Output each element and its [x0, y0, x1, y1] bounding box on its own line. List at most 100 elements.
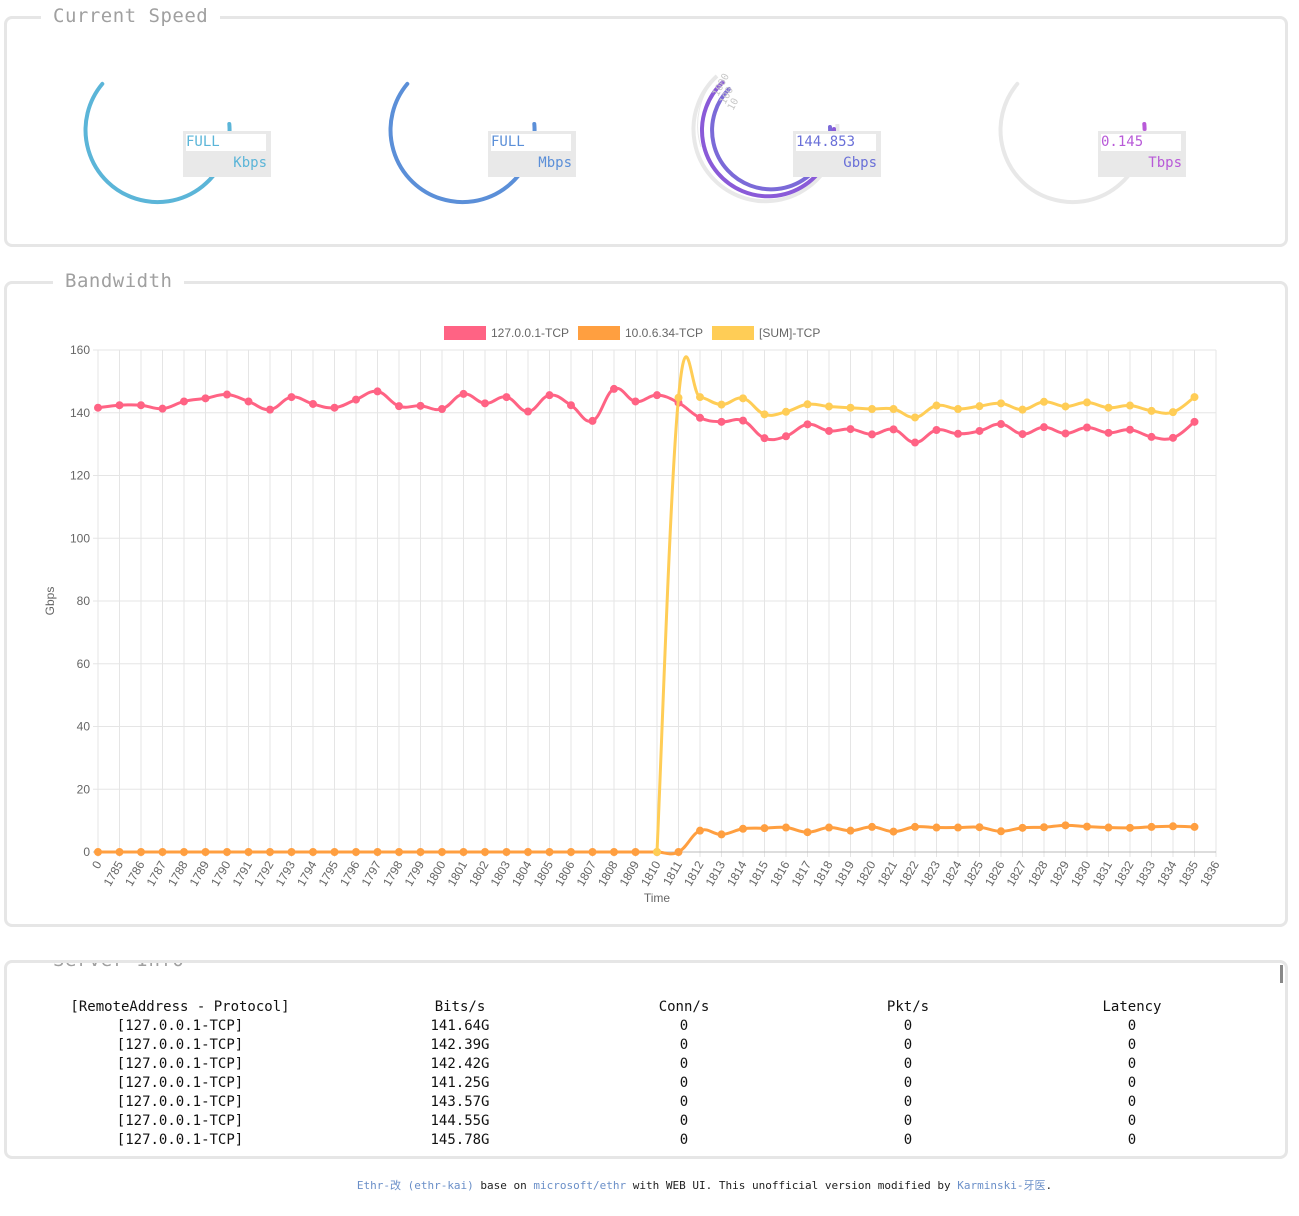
cell-bits: 142.39G — [430, 1037, 490, 1053]
y-tick-label: 60 — [77, 657, 91, 671]
data-point — [911, 413, 919, 422]
y-tick-label: 140 — [70, 406, 90, 420]
data-point — [481, 848, 489, 856]
data-point — [373, 848, 382, 856]
server-info-table: [RemoteAddress - Protocol] Bits/s Conn/s… — [7, 999, 1267, 1151]
x-tick-label: 1804 — [509, 858, 535, 888]
table-row: [127.0.0.1-TCP] 145.78G 0 0 0 — [7, 1132, 1267, 1151]
cell-conn: 0 — [679, 1056, 689, 1072]
karminski-link[interactable]: Karminski-牙医 — [957, 1179, 1046, 1192]
mbps-readout: FULL Mbps — [488, 131, 576, 177]
data-point — [1040, 423, 1048, 432]
table-row: [127.0.0.1-TCP] 142.42G 0 0 0 — [7, 1056, 1267, 1075]
x-tick-label: 1807 — [574, 858, 600, 888]
cell-latency: 0 — [1127, 1094, 1137, 1110]
table-row: [127.0.0.1-TCP] 141.25G 0 0 0 — [7, 1075, 1267, 1094]
data-point — [717, 400, 726, 409]
data-point — [997, 399, 1005, 408]
data-point — [1018, 430, 1027, 439]
data-point — [567, 848, 575, 856]
table-row: [127.0.0.1-TCP] 143.57G 0 0 0 — [7, 1094, 1267, 1113]
header-remote-address: [RemoteAddress - Protocol] — [70, 999, 290, 1015]
data-point — [803, 400, 812, 409]
gbps-value: 144.853 — [796, 134, 876, 151]
cell-conn: 0 — [679, 1075, 689, 1091]
data-point — [180, 848, 188, 856]
x-tick-label: 1791 — [230, 858, 256, 888]
x-tick-label: 1794 — [294, 858, 320, 888]
x-tick-label: 1832 — [1111, 858, 1137, 888]
data-point — [137, 401, 145, 410]
data-point — [674, 848, 683, 856]
data-point — [502, 848, 511, 856]
microsoft-ethr-link[interactable]: microsoft/ethr — [533, 1179, 627, 1192]
data-point — [954, 429, 962, 438]
cell-pkt: 0 — [903, 1037, 913, 1053]
ethr-kai-link[interactable]: Ethr-改 (ethr-kai) — [356, 1179, 474, 1192]
x-tick-label: 1792 — [251, 858, 277, 888]
data-point — [825, 426, 833, 435]
bandwidth-chart: 0204060801001201401600178517861787178817… — [43, 326, 1223, 905]
x-tick-label: 1799 — [402, 858, 428, 888]
data-point — [911, 438, 919, 447]
cell-remote-address: [127.0.0.1-TCP] — [116, 1075, 244, 1091]
x-axis-title: Time — [644, 891, 671, 905]
data-point — [1104, 403, 1113, 412]
data-point — [739, 416, 747, 425]
data-point — [889, 425, 898, 434]
cell-latency: 0 — [1127, 1018, 1137, 1034]
x-tick-label: 1825 — [961, 858, 987, 888]
y-tick-label: 0 — [83, 845, 90, 859]
data-point — [868, 822, 876, 831]
data-point — [760, 434, 769, 443]
y-tick-label: 160 — [70, 343, 90, 357]
data-point — [717, 830, 726, 839]
x-tick-label: 1823 — [918, 858, 944, 888]
x-tick-label: 1835 — [1176, 858, 1202, 888]
cell-pkt: 0 — [903, 1018, 913, 1034]
scrollbar-thumb[interactable] — [1280, 965, 1283, 983]
data-point — [1018, 405, 1027, 414]
x-tick-label: 1802 — [466, 858, 492, 888]
cell-latency: 0 — [1127, 1075, 1137, 1091]
x-tick-label: 1820 — [853, 858, 879, 888]
data-point — [567, 401, 575, 410]
data-point — [717, 417, 726, 426]
data-point — [803, 828, 812, 837]
x-tick-label: 1819 — [832, 858, 858, 888]
cell-conn: 0 — [679, 1132, 689, 1148]
gbps-gauge: 1000 100 10 144.853 Gbps — [687, 67, 907, 237]
data-point — [287, 848, 296, 856]
header-bits: Bits/s — [434, 999, 486, 1015]
data-point — [1190, 393, 1199, 402]
data-point — [545, 848, 554, 856]
table-row: [127.0.0.1-TCP] 144.55G 0 0 0 — [7, 1113, 1267, 1132]
data-point — [610, 848, 618, 856]
x-tick-label: 1811 — [660, 858, 685, 888]
cell-latency: 0 — [1127, 1132, 1137, 1148]
mbps-value: FULL — [491, 134, 571, 151]
data-point — [373, 387, 382, 396]
table-row: [127.0.0.1-TCP] 141.64G 0 0 0 — [7, 1018, 1267, 1037]
x-tick-label: 1788 — [165, 858, 191, 888]
x-tick-label: 1808 — [595, 858, 621, 888]
x-tick-label: 1790 — [208, 858, 234, 888]
data-point — [416, 401, 425, 410]
data-point — [1126, 401, 1134, 410]
y-tick-label: 120 — [70, 469, 90, 483]
mbps-unit: Mbps — [538, 155, 572, 171]
footer-text-2: with WEB UI. This unofficial version mod… — [626, 1179, 958, 1192]
data-point — [266, 405, 274, 414]
data-point — [954, 404, 962, 413]
cell-conn: 0 — [679, 1018, 689, 1034]
data-point — [287, 393, 296, 402]
x-tick-label: 1800 — [423, 858, 449, 888]
data-point — [846, 826, 855, 835]
gbps-ring-label-10: 10 — [726, 97, 741, 113]
cell-bits: 142.42G — [430, 1056, 490, 1072]
data-point — [1169, 822, 1177, 831]
bandwidth-title: Bandwidth — [53, 270, 185, 292]
gbps-unit: Gbps — [843, 155, 877, 171]
x-tick-label: 1821 — [875, 858, 901, 888]
y-tick-label: 40 — [77, 720, 91, 734]
